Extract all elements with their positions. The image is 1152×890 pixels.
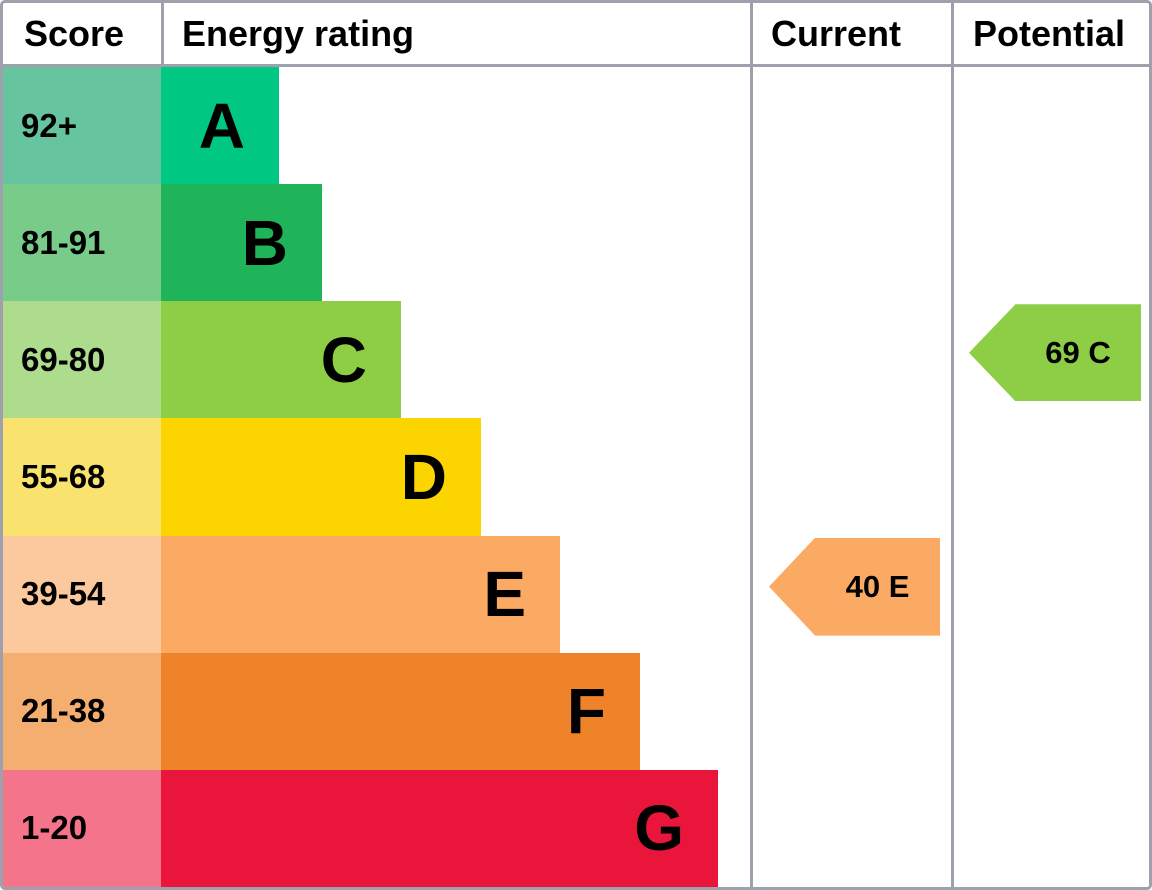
rating-bar-b: B xyxy=(161,184,322,302)
current-rating-label: 40 E xyxy=(845,568,910,604)
score-range-e: 39-54 xyxy=(3,535,161,653)
header-energy-rating-label: Energy rating xyxy=(182,12,415,54)
potential-column-divider-line xyxy=(951,3,954,887)
band-row-g: 1-20 G xyxy=(3,769,1149,887)
rating-bar-g: G xyxy=(161,769,718,887)
header-score-label: Score xyxy=(24,12,125,54)
band-row-b: 81-91 B xyxy=(3,184,1149,302)
header-current-label: Current xyxy=(771,12,902,54)
potential-rating-arrow: 69 C xyxy=(969,304,1141,402)
rating-bar-f: F xyxy=(161,652,640,770)
rating-bar-d: D xyxy=(161,418,481,536)
score-column-divider-line xyxy=(161,3,164,64)
band-row-d: 55-68 D xyxy=(3,418,1149,536)
rating-bar-e: E xyxy=(161,535,560,653)
score-range-f: 21-38 xyxy=(3,652,161,770)
score-range-c: 69-80 xyxy=(3,301,161,419)
score-range-d: 55-68 xyxy=(3,418,161,536)
header-potential-label: Potential xyxy=(973,12,1126,54)
band-row-a: 92+ A xyxy=(3,67,1149,185)
rating-bar-a: A xyxy=(161,67,279,185)
potential-rating-label: 69 C xyxy=(1045,334,1111,370)
score-range-b: 81-91 xyxy=(3,184,161,302)
score-range-g: 1-20 xyxy=(3,769,161,887)
current-column-divider-line xyxy=(750,3,753,887)
rating-bands: 92+ A 81-91 B 69-80 C 55-68 D 39-54 E 21-38 F 1-20 G xyxy=(3,67,1149,887)
band-row-f: 21-38 F xyxy=(3,652,1149,770)
header-divider-line xyxy=(3,64,1149,67)
band-row-c: 69-80 C xyxy=(3,301,1149,419)
score-range-a: 92+ xyxy=(3,67,161,185)
band-row-e: 39-54 E xyxy=(3,535,1149,653)
rating-bar-c: C xyxy=(161,301,401,419)
